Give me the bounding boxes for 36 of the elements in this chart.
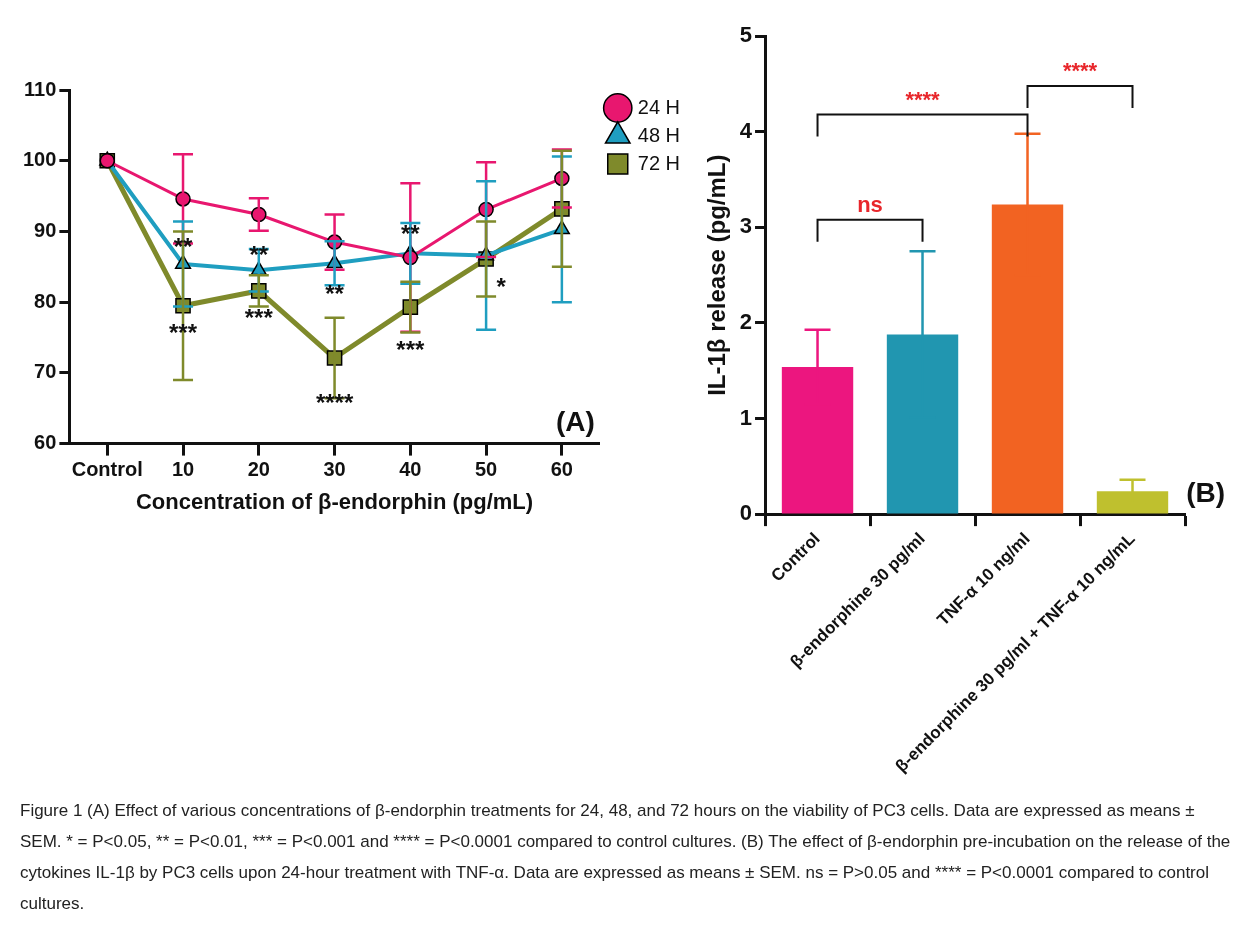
x-tick-label: Control [71, 458, 143, 481]
y-tick-label: 110 [24, 77, 57, 100]
y-tick-label: 70 [34, 360, 57, 383]
y-tick-label: 5 [739, 22, 753, 48]
y-tick-label: 100 [22, 148, 57, 171]
x-tick-label: 40 [399, 458, 422, 481]
x-tick-label: 10 [171, 458, 195, 481]
annotation: **** [315, 389, 354, 417]
x-tick-label: 50 [474, 458, 498, 481]
annotation: ** [325, 279, 345, 307]
caption: Figure 1 (A) Effect of various concentrations of β-endorphin treatments for 24, 48, and 72 hours on the viability of PC3 cells. Data are expressed as means ± SEM. * = P<0.05, ** = P<0.01, *** = P<0.001 and **** = P<0.0001 compared to control cultures. (B) The effect of β-endorphin pre-incubation on the release of the cytokines IL-1β by PC3 cells upon 24-hour treatment with TNF-α. Data are expressed as means ± SEM. ns = P>0.05 and **** = P<0.0001 compared to control cultures. [20, 800, 1232, 915]
y-tick-label: 90 [34, 218, 57, 241]
annotation: **** [905, 86, 941, 112]
y-axis-title: IL-1β release (pg/mL) [703, 154, 731, 396]
annotation: *** [244, 304, 274, 332]
y-tick-label: 60 [34, 431, 57, 454]
text: (B) [1186, 476, 1225, 508]
annotation: **** [1062, 57, 1098, 83]
y-tick-label: 0 [739, 500, 753, 526]
annotation: *** [396, 336, 425, 364]
legend-label: 48 H [637, 123, 680, 146]
annotation: ns [857, 191, 883, 217]
y-tick-label: 2 [739, 309, 753, 335]
x-tick-label: 20 [247, 458, 270, 481]
y-tick-label: 4 [739, 117, 753, 143]
annotation: * [496, 272, 507, 300]
y-tick-label: 3 [739, 213, 753, 239]
x-tick-label: 30 [323, 458, 346, 481]
y-tick-label: 1 [739, 404, 753, 430]
y-tick-label: 80 [34, 289, 57, 312]
x-axis-title: Concentration of β-endorphin (pg/mL) [135, 488, 534, 514]
legend-label: 24 H [637, 95, 680, 118]
x-tick-label: 60 [550, 458, 573, 481]
annotation: ** [173, 233, 194, 261]
annotation: (A) [555, 406, 595, 438]
legend-label: 72 H [637, 151, 680, 174]
